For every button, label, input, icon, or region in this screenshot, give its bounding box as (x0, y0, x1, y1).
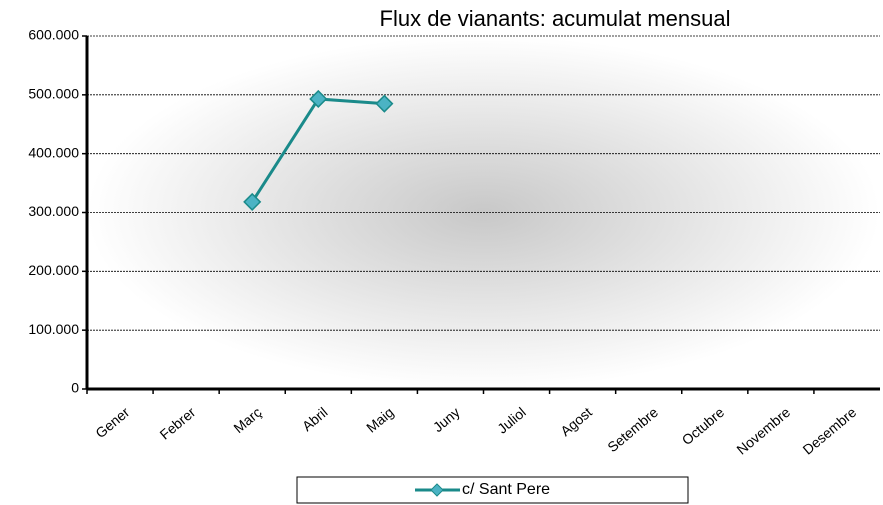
marker (243, 192, 262, 211)
x-tick-label: Desembre (800, 404, 860, 458)
x-tick-label: Març (230, 404, 264, 436)
chart-title: Flux de vianants: acumulat mensual (380, 6, 731, 31)
y-tick-label: 500.000 (28, 86, 79, 102)
x-tick-label: Agost (557, 404, 595, 439)
y-tick-label: 400.000 (28, 144, 79, 160)
legend-marker (430, 483, 444, 497)
x-tick-label: Abril (299, 404, 331, 434)
x-tick-label: Juliol (494, 404, 529, 437)
legend-label: c/ Sant Pere (462, 481, 550, 498)
y-tick-label: 0 (71, 380, 79, 396)
x-tick-label: Novembre (733, 404, 793, 458)
legend-box (296, 476, 689, 504)
marker (309, 89, 328, 109)
marker (375, 94, 394, 113)
x-tick-label: Juny (430, 404, 463, 435)
x-tick-label: Maig (363, 404, 397, 436)
x-tick-label: Octubre (679, 404, 728, 448)
y-tick-label: 100.000 (28, 321, 79, 337)
y-tick-label: 300.000 (28, 203, 79, 219)
y-tick-label: 200.000 (28, 262, 79, 278)
x-tick-label: Setembre (604, 404, 661, 455)
y-tick-label: 600.000 (28, 27, 79, 43)
x-tick-label: Gener (92, 404, 132, 441)
x-tick-label: Febrer (157, 404, 199, 443)
